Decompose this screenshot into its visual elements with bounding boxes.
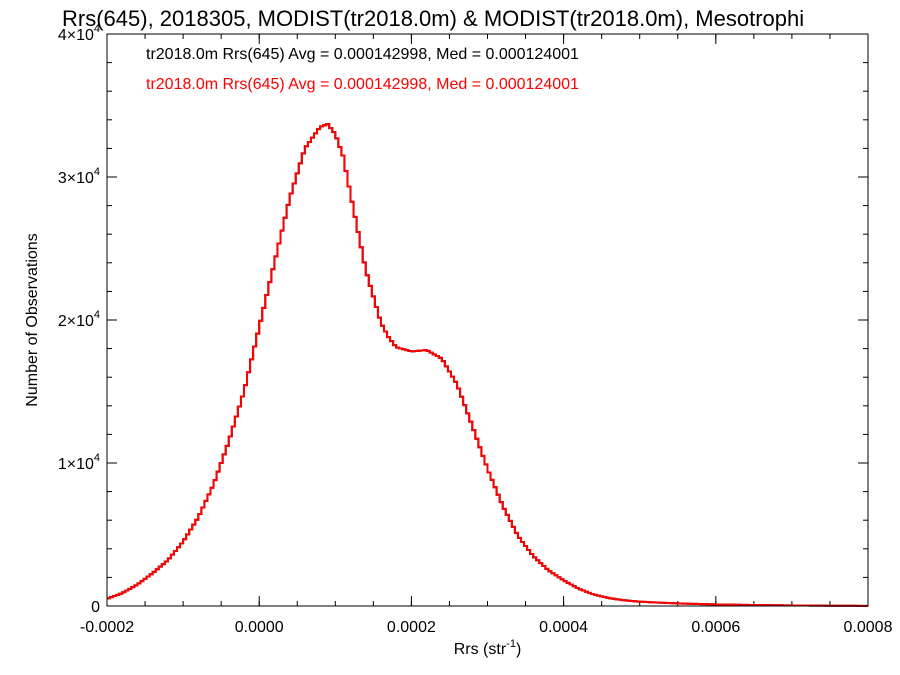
x-tick-label: 0.0004 — [539, 619, 588, 636]
x-tick-label: -0.0002 — [80, 619, 134, 636]
legend-entry-red: tr2018.0m Rrs(645) Avg = 0.000142998, Me… — [146, 76, 579, 93]
x-tick-label: 0.0000 — [235, 619, 284, 636]
x-axis-label-text: Rrs (str — [454, 641, 507, 658]
x-tick-label: 0.0002 — [387, 619, 436, 636]
y-tick-label: 2×104 — [58, 309, 100, 330]
series-line-0 — [107, 123, 868, 607]
y-tick-label: 3×104 — [58, 166, 100, 187]
x-tick-label: 0.0008 — [844, 619, 893, 636]
y-tick-label: 1×104 — [58, 452, 100, 473]
x-axis-label-exponent: -1 — [506, 638, 516, 650]
y-axis-label: Number of Observations — [24, 233, 41, 406]
chart-title: Rrs(645), 2018305, MODIST(tr2018.0m) & M… — [62, 6, 805, 31]
axis-ticks — [106, 33, 869, 607]
plot-frame — [106, 33, 869, 607]
y-tick-label: 0 — [91, 599, 100, 616]
x-tick-label: 0.0006 — [691, 619, 740, 636]
tick-labels: -0.0002 0.0000 0.0002 0.0004 0.0006 0.0008 0 1×… — [58, 23, 893, 636]
legend-entry-black: tr2018.0m Rrs(645) Avg = 0.000142998, Me… — [146, 46, 579, 63]
x-axis-label-close: ) — [516, 641, 521, 658]
series-line-1 — [107, 123, 868, 607]
y-tick-label: 4×104 — [58, 23, 100, 44]
x-axis-label: Rrs (str-1) — [454, 638, 522, 658]
series-layer — [107, 123, 868, 607]
